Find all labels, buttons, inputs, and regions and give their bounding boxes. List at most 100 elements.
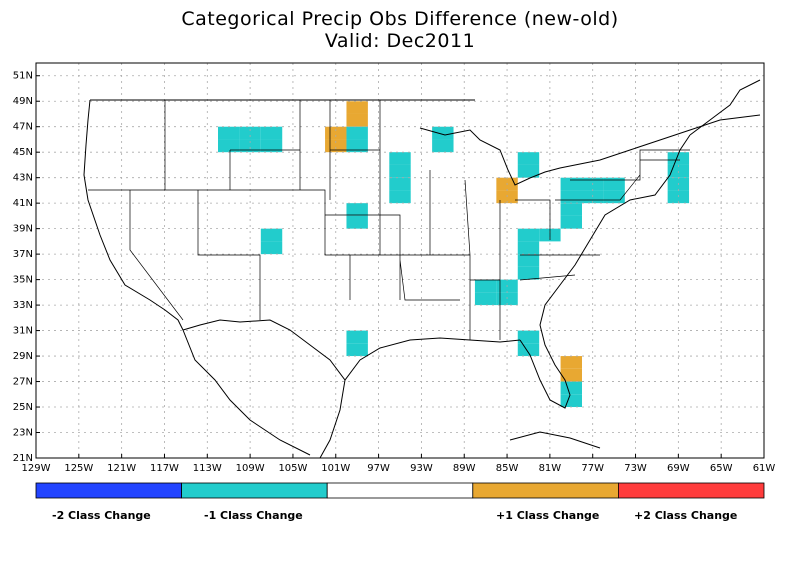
diff-cell [560,190,582,204]
lon-tick-label: 65W [710,463,733,474]
lon-tick-label: 73W [624,463,647,474]
diff-cell [218,139,240,153]
diff-cell [603,190,625,204]
lat-tick-label: 29N [13,351,33,362]
lat-tick-label: 33N [13,300,33,311]
diff-cell [239,126,261,140]
map-subtitle: Valid: Dec2011 [324,30,476,52]
us-west-coast [83,99,184,331]
lat-tick-label: 37N [13,249,33,260]
diff-cell [260,228,283,242]
diff-cell [560,368,582,382]
diff-cell [389,152,411,165]
lat-tick-label: 21N [13,453,33,464]
legend-swatch [472,482,619,499]
diff-cell [432,139,454,153]
state-borders [88,100,690,340]
diff-cell [560,177,582,191]
lon-tick-label: 113W [193,463,222,474]
diff-cell [325,139,347,153]
lon-tick-label: 93W [410,463,433,474]
cuba [509,431,601,449]
lat-tick-label: 51N [13,71,33,82]
lat-tick-label: 31N [13,326,33,337]
lat-tick-label: 27N [13,377,33,388]
diff-cell [346,343,368,357]
canada-east [689,79,761,136]
diff-cell [560,215,582,229]
legend-swatch [35,482,183,499]
coastlines-and-borders [83,79,761,459]
diff-cell [346,330,368,344]
lon-tick-label: 109W [236,463,265,474]
lon-tick-label: 97W [367,463,390,474]
diff-cell [389,190,411,204]
diff-cell [517,254,540,267]
lon-tick-label: 117W [150,463,179,474]
diff-cell [560,381,582,395]
longitude-labels: 129W 125W 121W 117W 113W 109W 105W 101W 97W 93W 89… [22,454,776,474]
lon-tick-label: 77W [581,463,604,474]
legend-label-plus2: +2 Class Change [634,509,738,522]
diff-cell [474,292,497,306]
lon-tick-label: 85W [496,463,519,474]
lat-tick-label: 25N [13,402,33,413]
lat-tick-label: 41N [13,198,33,209]
diff-cell [218,126,240,140]
lat-tick-label: 43N [13,173,33,184]
diff-cell [346,126,368,140]
lat-tick-label: 39N [13,224,33,235]
diff-cell [346,113,368,127]
lat-tick-label: 23N [13,428,33,439]
lon-tick-label: 89W [453,463,476,474]
diff-cell [260,126,283,140]
diff-cell [517,241,540,255]
gulf-coast [182,319,521,381]
legend-swatch [181,482,328,499]
lon-tick-label: 129W [22,463,51,474]
legend-label-plus1: +1 Class Change [496,509,600,522]
diff-cell [517,152,540,165]
map-title: Categorical Precip Obs Difference (new-o… [181,8,619,30]
diff-cell [239,139,261,153]
diff-cell [325,126,347,140]
diff-cell [474,279,497,293]
diff-cell [432,126,454,140]
lat-tick-label: 49N [13,96,33,107]
lon-tick-label: 69W [667,463,690,474]
diff-cell [517,343,540,357]
diff-cell [560,203,582,216]
latitude-labels: 21N 23N 25N 27N 29N 31N 33N 35N 37N 39N 41N 43N 45N 4… [13,71,40,464]
diff-cell [346,215,368,229]
legend-swatch [326,482,474,499]
us-east-coast [519,134,691,409]
diff-cell [389,177,411,191]
diff-cell [346,101,368,114]
diff-cell [667,152,690,165]
map-frame [35,62,765,459]
diff-cell [603,177,625,191]
lat-tick-label: 35N [13,275,33,286]
lon-tick-label: 61W [753,463,776,474]
legend-color-bar [35,482,765,499]
diff-cell [346,139,368,153]
lon-tick-label: 121W [107,463,136,474]
lon-tick-label: 105W [278,463,307,474]
diff-cell [260,139,283,153]
lat-tick-label: 45N [13,147,33,158]
state-lines [88,100,690,340]
diff-cell [389,164,411,178]
diff-cell [517,330,540,344]
lon-tick-label: 81W [539,463,562,474]
lon-tick-label: 125W [64,463,93,474]
diff-cell [560,394,582,408]
legend-swatch [618,482,765,499]
legend-label-minus2: -2 Class Change [52,509,151,522]
diff-cell [517,228,540,242]
mexico-outline [182,329,346,459]
diff-cell [517,164,540,178]
lon-tick-label: 101W [321,463,350,474]
diff-cell [560,356,582,369]
diff-cell [260,241,283,255]
